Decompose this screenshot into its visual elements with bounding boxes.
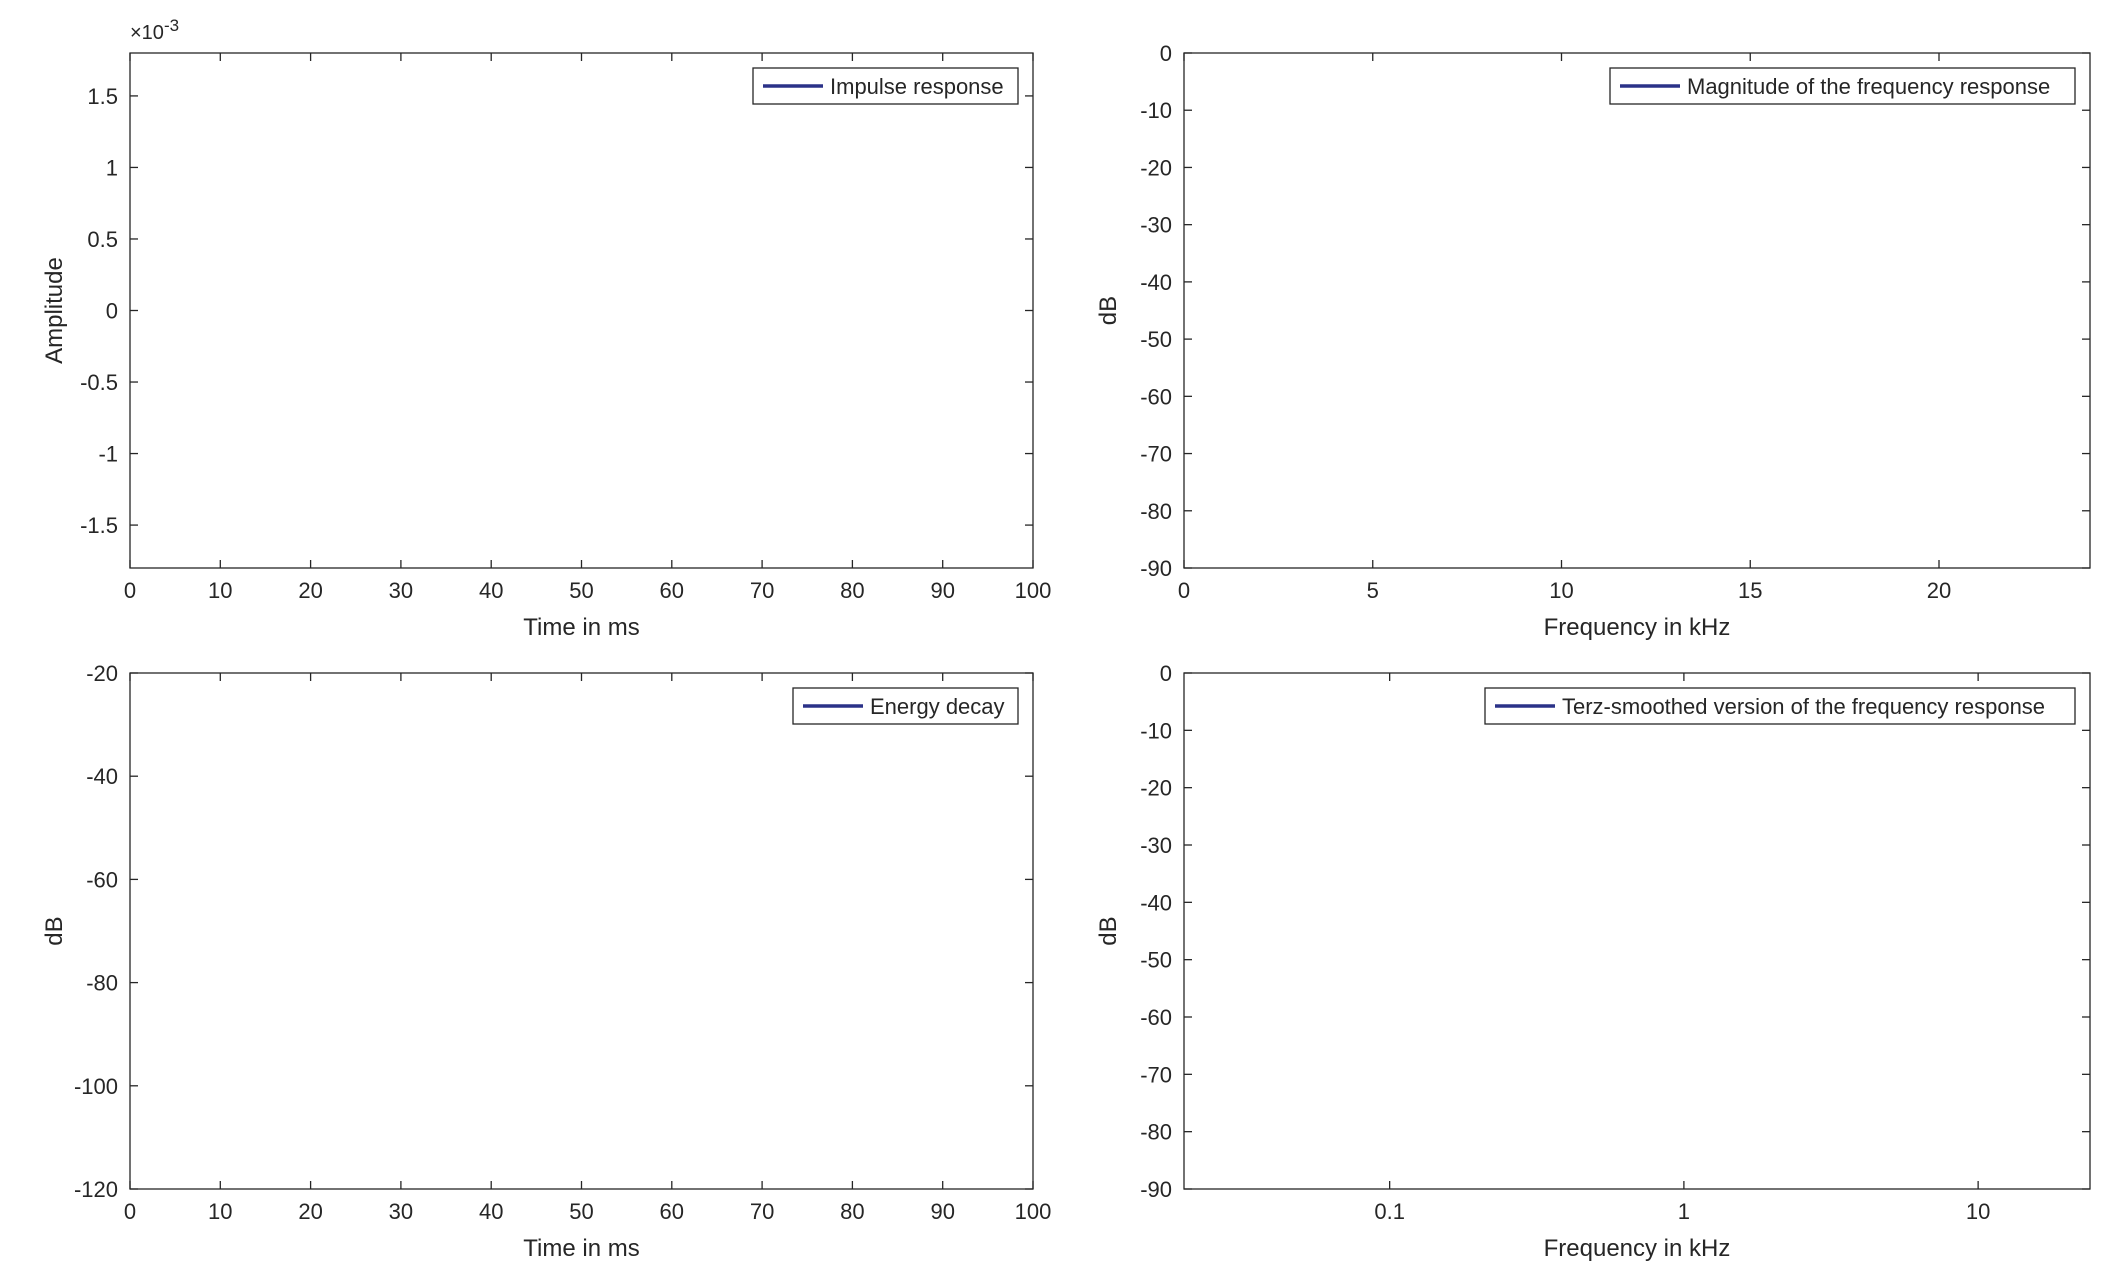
y-tick-label: 0 [1160, 661, 1172, 686]
y-tick-label: -40 [86, 764, 118, 789]
x-tick-label: 20 [298, 1199, 322, 1224]
x-tick-label: 50 [569, 578, 593, 603]
y-tick-label: -10 [1140, 718, 1172, 743]
x-tick-label: 0 [124, 1199, 136, 1224]
chart-energy: 0 10 20 30 40 50 60 70 80 90 100 -20 -40 -60 -80 -100 -1… [41, 661, 1051, 1262]
x-tick-label: 30 [389, 1199, 413, 1224]
y-tick-label: -60 [1140, 1005, 1172, 1030]
x-tick-label: 90 [930, 578, 954, 603]
y-axis-label: dB [1095, 916, 1122, 945]
x-tick-label: 70 [750, 578, 774, 603]
y-tick-label: -30 [1140, 213, 1172, 238]
y-tick-label: -80 [1140, 499, 1172, 524]
legend: Energy decay [792, 687, 1019, 725]
chart-impulse: 0 10 20 30 40 50 60 70 80 90 100 -1.5 -1 -0.5 0 0.5 1 1.5… [41, 16, 1051, 641]
legend: Terz-smoothed version of the frequency r… [1484, 687, 2076, 725]
x-tick-label: 5 [1367, 578, 1379, 603]
chart-magnitude: 0 5 10 15 20 0 -10 -20 -30 -40 -50 -60 -70 -80 -90 Freq… [1095, 41, 2091, 641]
axes-box [129, 672, 1034, 1190]
y-tick-label: -1.5 [80, 513, 118, 538]
legend-label: Impulse response [830, 74, 1004, 99]
x-tick-label: 40 [479, 578, 503, 603]
y-tick-label: -20 [1140, 776, 1172, 801]
x-tick-label: 100 [1015, 578, 1052, 603]
x-axis-label: Time in ms [523, 1235, 639, 1262]
y-tick-label: 1 [106, 155, 118, 180]
legend: Impulse response [752, 67, 1019, 105]
y-tick-label: -20 [86, 661, 118, 686]
x-tick-label: 0.1 [1374, 1199, 1405, 1224]
legend-label: Magnitude of the frequency response [1687, 74, 2050, 99]
x-axis-label: Time in ms [523, 614, 639, 641]
y-tick-label: -1 [98, 442, 118, 467]
y-tick-label: -90 [1140, 1177, 1172, 1202]
x-tick-label: 10 [208, 578, 232, 603]
x-tick-label: 10 [1549, 578, 1573, 603]
y-tick-label: -10 [1140, 98, 1172, 123]
legend-label: Energy decay [870, 694, 1005, 719]
x-tick-label: 60 [660, 1199, 684, 1224]
x-tick-label: 80 [840, 1199, 864, 1224]
legend: Magnitude of the frequency response [1609, 67, 2076, 105]
y-axis-label: Amplitude [41, 257, 68, 364]
y-tick-label: -60 [1140, 384, 1172, 409]
y-tick-label: 0 [106, 299, 118, 324]
x-tick-label: 50 [569, 1199, 593, 1224]
y-tick-label: -60 [86, 867, 118, 892]
x-tick-label: 80 [840, 578, 864, 603]
x-tick-label: 20 [298, 578, 322, 603]
exponent-label: ×10-3 [130, 16, 179, 44]
axes-box [1183, 52, 2091, 569]
x-tick-label: 90 [930, 1199, 954, 1224]
x-tick-label: 20 [1927, 578, 1951, 603]
y-tick-label: -40 [1140, 890, 1172, 915]
y-tick-label: -0.5 [80, 370, 118, 395]
x-axis-label: Frequency in kHz [1544, 614, 1731, 641]
y-tick-label: -30 [1140, 833, 1172, 858]
y-tick-label: -70 [1140, 442, 1172, 467]
y-tick-label: -70 [1140, 1062, 1172, 1087]
y-tick-label: -50 [1140, 948, 1172, 973]
x-axis-label: Frequency in kHz [1544, 1235, 1731, 1262]
chart-terz: 0.1 1 10 0 -10 -20 -30 -40 -50 -60 -70 -80 -90 Freque… [1095, 661, 2091, 1262]
x-tick-label: 40 [479, 1199, 503, 1224]
x-tick-label: 15 [1738, 578, 1762, 603]
legend-box [1484, 687, 2076, 725]
y-tick-label: 0.5 [87, 227, 118, 252]
legend-label: Terz-smoothed version of the frequency r… [1562, 694, 2045, 719]
x-tick-label: 100 [1015, 1199, 1052, 1224]
y-tick-label: -120 [74, 1177, 118, 1202]
y-tick-label: -20 [1140, 155, 1172, 180]
legend-box [1609, 67, 2076, 105]
x-tick-label: 10 [1966, 1199, 1990, 1224]
axes-box [1183, 672, 2091, 1190]
x-tick-label: 60 [660, 578, 684, 603]
y-tick-label: -80 [86, 971, 118, 996]
y-tick-label: -50 [1140, 327, 1172, 352]
y-tick-label: -40 [1140, 270, 1172, 295]
x-tick-label: 0 [124, 578, 136, 603]
y-axis-label: dB [1095, 296, 1122, 325]
y-axis-label: dB [41, 916, 68, 945]
y-tick-label: -100 [74, 1074, 118, 1099]
y-tick-label: -80 [1140, 1120, 1172, 1145]
x-tick-label: 10 [208, 1199, 232, 1224]
y-tick-label: 1.5 [87, 84, 118, 109]
x-tick-label: 70 [750, 1199, 774, 1224]
x-tick-label: 1 [1678, 1199, 1690, 1224]
x-tick-label: 0 [1178, 578, 1190, 603]
x-tick-label: 30 [389, 578, 413, 603]
y-tick-label: 0 [1160, 41, 1172, 66]
axes-box [129, 52, 1034, 569]
y-tick-label: -90 [1140, 556, 1172, 581]
